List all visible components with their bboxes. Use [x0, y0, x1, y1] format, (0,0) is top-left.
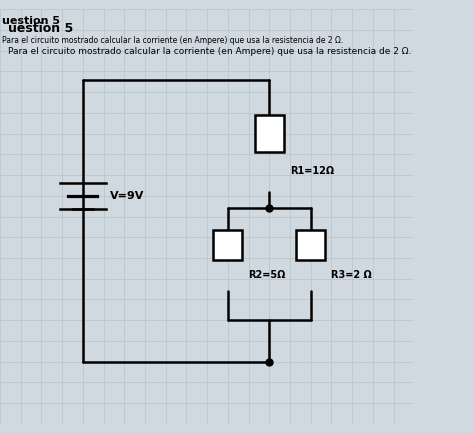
Text: R2=5Ω: R2=5Ω [248, 269, 286, 280]
Bar [213, 230, 242, 260]
Bar [255, 115, 284, 152]
Bar [296, 230, 325, 260]
Text: V=9V: V=9V [110, 191, 144, 201]
Text: R3=2 Ω: R3=2 Ω [331, 269, 372, 280]
Text: R1=12Ω: R1=12Ω [290, 166, 334, 176]
Text: Para el circuito mostrado calcular la corriente (en Ampere) que usa la resistenc: Para el circuito mostrado calcular la co… [2, 36, 343, 45]
Text: uestion 5: uestion 5 [8, 22, 73, 35]
Text: Para el circuito mostrado calcular la corriente (en Ampere) que usa la resistenc: Para el circuito mostrado calcular la co… [8, 47, 411, 55]
Text: uestion 5: uestion 5 [2, 16, 60, 26]
